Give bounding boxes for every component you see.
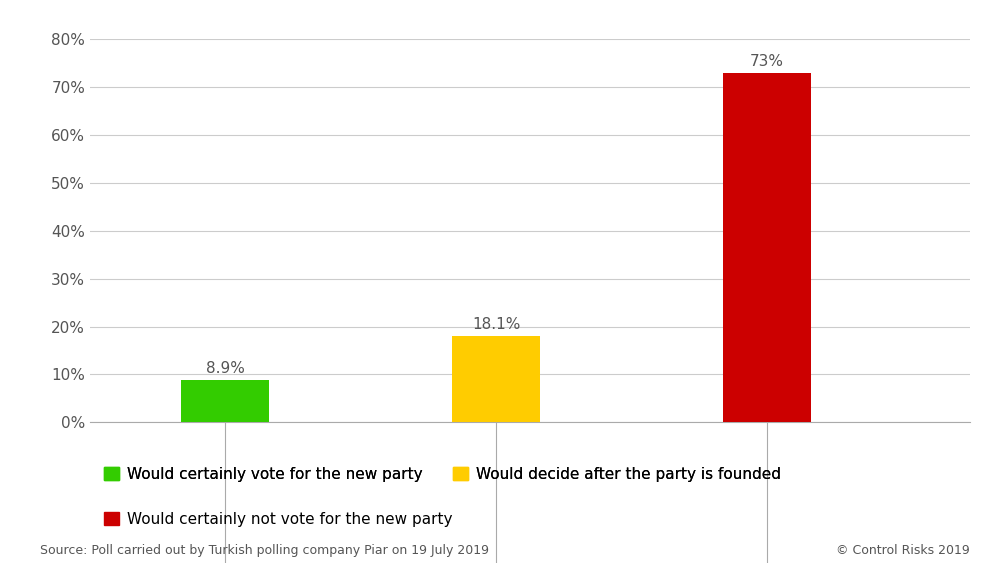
Bar bbox=[723, 73, 811, 422]
Legend: Would certainly not vote for the new party: Would certainly not vote for the new par… bbox=[98, 506, 458, 533]
Text: 73%: 73% bbox=[750, 54, 784, 69]
Legend: Would certainly vote for the new party, Would decide after the party is founded: Would certainly vote for the new party, … bbox=[98, 461, 787, 488]
Text: © Control Risks 2019: © Control Risks 2019 bbox=[836, 544, 970, 557]
Text: Source: Poll carried out by Turkish polling company Piar on 19 July 2019: Source: Poll carried out by Turkish poll… bbox=[40, 544, 489, 557]
Text: 8.9%: 8.9% bbox=[206, 361, 245, 376]
Bar bbox=[452, 336, 540, 422]
Text: 18.1%: 18.1% bbox=[472, 317, 520, 332]
Bar bbox=[181, 379, 269, 422]
